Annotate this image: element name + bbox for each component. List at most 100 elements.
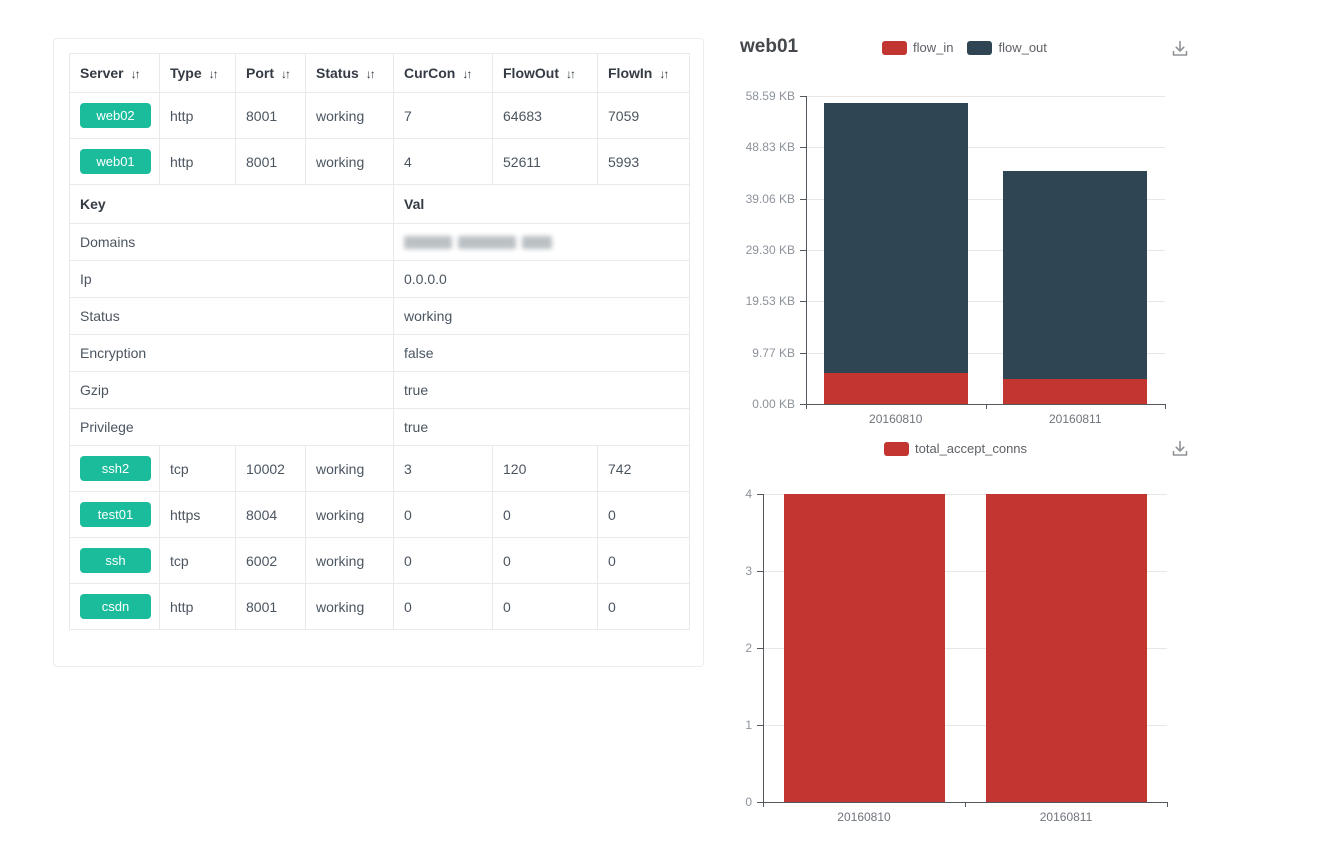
server-row-csdn: csdn http 8001 working 0 0 0 — [69, 583, 690, 630]
curcon-cell: 4 — [393, 138, 493, 185]
redacted-domain-value — [404, 235, 679, 249]
legend-item-total_accept_conns[interactable]: total_accept_conns — [884, 441, 1027, 456]
sort-up-arrow: ↑ — [570, 67, 576, 81]
server-badge[interactable]: ssh2 — [80, 456, 151, 481]
server-cell: web01 — [69, 138, 160, 185]
sort-down-arrow: ↓ — [281, 67, 287, 81]
type-cell: http — [159, 92, 236, 139]
type-cell: http — [159, 138, 236, 185]
legend-swatch — [967, 40, 993, 55]
sort-down-arrow: ↓ — [365, 67, 372, 81]
y-axis-tick — [800, 198, 806, 200]
x-axis-tick — [1165, 404, 1166, 409]
download-flow-chart-button[interactable] — [1168, 38, 1192, 62]
flowout-cell: 120 — [492, 445, 598, 492]
column-header-server[interactable]: Server ↓↑ — [69, 53, 160, 93]
y-axis-label: 0 — [745, 795, 752, 809]
server-row-ssh2: ssh2 tcp 10002 working 3 120 742 — [69, 445, 690, 492]
sort-up-arrow: ↑ — [285, 67, 291, 81]
curcon-cell: 0 — [393, 491, 493, 538]
sort-icon: ↓↑ — [566, 67, 576, 81]
server-badge[interactable]: ssh — [80, 548, 151, 573]
type-cell: http — [159, 583, 236, 630]
sort-icon: ↓↑ — [366, 67, 376, 81]
download-conns-chart-button[interactable] — [1168, 438, 1192, 462]
kv-row-status: Status working — [69, 297, 690, 335]
sort-up-arrow: ↑ — [134, 67, 141, 81]
server-badge[interactable]: web01 — [80, 149, 151, 174]
curcon-cell: 3 — [393, 445, 493, 492]
x-axis-tick — [806, 404, 807, 409]
x-axis-tick — [985, 404, 987, 409]
column-header-flowin[interactable]: FlowIn ↓↑ — [597, 53, 690, 93]
y-axis-tick — [800, 147, 806, 149]
kv-key-cell: Gzip — [69, 371, 394, 409]
y-gridline — [806, 352, 1165, 354]
server-cell: ssh — [69, 537, 160, 584]
column-header-port[interactable]: Port ↓↑ — [235, 53, 306, 93]
column-label: Type — [170, 65, 202, 81]
flowin-cell: 0 — [597, 491, 690, 538]
save-image-icon — [1169, 440, 1191, 463]
y-axis-tick — [757, 802, 763, 803]
legend-item-flow_in[interactable]: flow_in — [882, 40, 953, 55]
status-cell: working — [305, 583, 394, 630]
conns-bar-chart: 4 3 2 1 0 20160810 20160811 — [730, 440, 1190, 840]
flowout-cell: 0 — [492, 491, 598, 538]
legend-item-flow_out[interactable]: flow_out — [967, 40, 1047, 55]
port-cell: 10002 — [235, 445, 306, 492]
curcon-cell: 7 — [393, 92, 493, 139]
bar-total_accept_conns-20160810 — [783, 494, 945, 802]
save-image-icon — [1169, 40, 1191, 63]
server-table: Server ↓↑ Type ↓↑ Port ↓↑ Status ↓↑ CurCon ↓↑ Flow… — [69, 53, 690, 630]
column-label: Server — [80, 65, 124, 81]
kv-key-header: Key — [69, 184, 394, 224]
legend-swatch — [884, 441, 909, 456]
bar-flow_in-20160810 — [823, 373, 968, 404]
sort-down-arrow: ↓ — [566, 67, 572, 81]
server-badge[interactable]: test01 — [80, 502, 151, 527]
server-cell: web02 — [69, 92, 160, 139]
y-axis-line — [763, 494, 764, 803]
kv-row-domains: Domains — [69, 223, 690, 261]
y-axis-tick — [800, 404, 806, 405]
x-axis-label: 20160811 — [1049, 412, 1102, 426]
sort-up-arrow: ↑ — [212, 67, 219, 81]
sort-up-arrow: ↑ — [466, 67, 473, 81]
kv-val-header: Val — [393, 184, 690, 224]
y-axis-label: 48.83 KB — [745, 140, 795, 155]
bar-flow_in-20160811 — [1003, 379, 1148, 404]
server-row-test01: test01 https 8004 working 0 0 0 — [69, 491, 690, 538]
y-axis-label: 0.00 KB — [752, 397, 795, 411]
kv-key-cell: Privilege — [69, 408, 394, 446]
server-badge[interactable]: csdn — [80, 594, 151, 619]
y-axis-label: 2 — [745, 641, 752, 655]
server-row-web01: web01 http 8001 working 4 52611 5993 — [69, 138, 690, 185]
flowout-cell: 0 — [492, 537, 598, 584]
kv-val-cell: working — [393, 297, 690, 335]
column-header-type[interactable]: Type ↓↑ — [159, 53, 236, 93]
y-axis-tick — [800, 96, 806, 97]
x-axis-label: 20160811 — [1039, 810, 1093, 824]
y-axis-label: 19.53 KB — [745, 294, 795, 309]
y-axis-label: 29.30 KB — [745, 243, 795, 257]
legend-label: flow_in — [913, 40, 954, 55]
column-header-status[interactable]: Status ↓↑ — [305, 53, 394, 93]
flowout-cell: 52611 — [492, 138, 598, 185]
sort-down-arrow: ↓ — [462, 67, 469, 81]
y-gridline — [806, 301, 1165, 303]
bar-flow_out-20160811 — [1003, 171, 1148, 380]
flow-stacked-bar-chart: 58.59 KB 48.83 KB 39.06 KB 29.30 KB 19.53 KB… — [730, 88, 1190, 433]
port-cell: 6002 — [235, 537, 306, 584]
server-badge[interactable]: web02 — [80, 103, 151, 128]
column-header-curcon[interactable]: CurCon ↓↑ — [393, 53, 493, 93]
kv-val-cell: true — [393, 408, 690, 446]
sort-icon: ↓↑ — [281, 67, 291, 81]
server-cell: test01 — [69, 491, 160, 538]
flowout-cell: 0 — [492, 583, 598, 630]
chart-title: web01 — [740, 36, 799, 57]
sort-down-arrow: ↓ — [130, 67, 137, 81]
column-header-flowout[interactable]: FlowOut ↓↑ — [492, 53, 598, 93]
kv-val-cell — [393, 223, 690, 261]
sort-icon: ↓↑ — [462, 67, 472, 81]
